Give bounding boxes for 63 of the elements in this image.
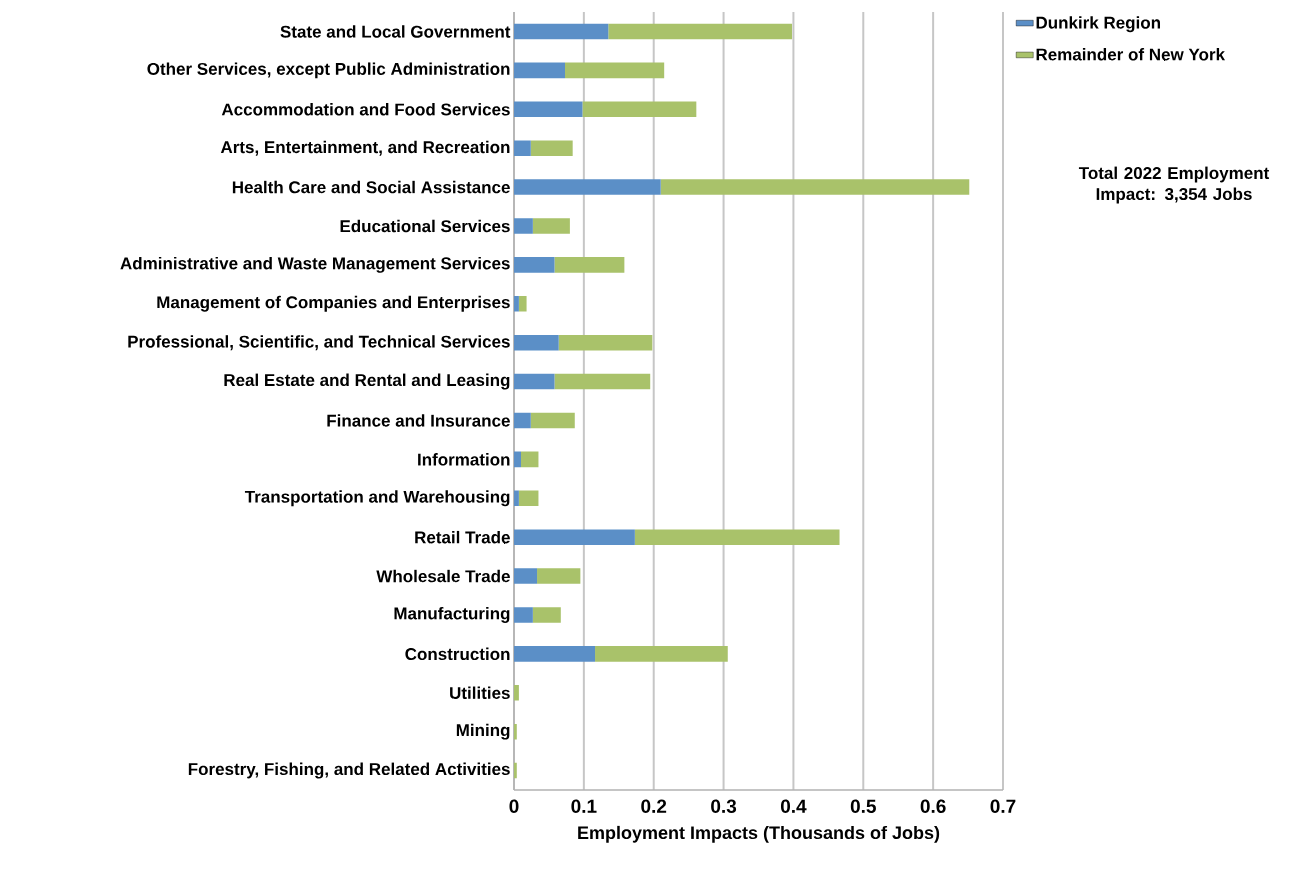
bar: [554, 257, 625, 273]
x-tick-label: 0.6: [920, 799, 946, 813]
bar: [514, 646, 596, 662]
y-tick-label: Construction: [405, 647, 510, 661]
y-tick-label: Accommodation and Food Services: [221, 103, 510, 116]
y-tick-label: Management of Companies and Enterprises: [157, 295, 510, 312]
x-tick-label: 0.3: [711, 799, 737, 814]
y-tick-label: Educational Services: [340, 219, 510, 233]
bar: [582, 101, 697, 118]
y-tick-label: Arts, Entertainment, and Recreation: [220, 140, 510, 156]
y-tick-label: Manufacturing: [394, 607, 510, 623]
bar: [514, 140, 531, 156]
bar: [514, 62, 565, 79]
y-tick-label: Wholesale Trade: [376, 569, 510, 583]
y-tick-label: Retail Trade: [415, 530, 510, 544]
bar: [514, 412, 531, 429]
bar: [514, 529, 635, 545]
x-axis-title: Employment Impacts (Thousands of Jobs): [578, 825, 940, 843]
bar: [514, 568, 538, 584]
bar: [634, 529, 840, 545]
bar: [595, 646, 728, 662]
bar: [514, 607, 533, 623]
bar: [608, 23, 793, 40]
legend-label: Dunkirk Region: [1036, 16, 1160, 33]
bar: [558, 334, 653, 351]
x-tick-label: 0.2: [641, 799, 667, 813]
bar: [530, 140, 573, 156]
bar: [518, 295, 527, 312]
bar: [514, 373, 555, 390]
x-tick-label: 0.1: [571, 799, 597, 813]
y-tick-label: Forestry, Fishing, and Related Activities: [188, 762, 510, 779]
y-tick-label: Transportation and Warehousing: [244, 490, 510, 507]
bar: [660, 179, 970, 195]
bar: [532, 218, 570, 234]
bar: [514, 23, 609, 40]
y-tick-label: Professional, Scientific, and Technical Services: [128, 335, 510, 351]
bar: [565, 62, 665, 79]
y-tick-label: Administrative and Waste Management Services: [120, 256, 510, 273]
bar: [514, 334, 559, 351]
y-tick-label: Other Services, except Public Administration: [147, 62, 510, 79]
bar: [537, 568, 581, 584]
bar: [514, 218, 533, 234]
x-tick-label: 0: [509, 799, 519, 813]
y-tick-label: Health Care and Social Assistance: [232, 180, 510, 194]
bar: [554, 373, 651, 390]
y-tick-label: State and Local Government: [280, 25, 511, 38]
bar: [530, 412, 575, 429]
y-tick-label: Mining: [456, 723, 510, 740]
bar: [514, 101, 583, 118]
bar: [514, 179, 661, 195]
bar: [518, 490, 539, 507]
x-tick-label: 0.4: [780, 799, 807, 813]
bar: [514, 257, 555, 273]
bar: [520, 451, 539, 468]
y-tick-label: Real Estate and Rental and Leasing: [224, 373, 510, 390]
y-tick-label: Finance and Insurance: [327, 414, 510, 427]
bar: [532, 607, 561, 623]
y-tick-label: Information: [418, 453, 510, 466]
y-tick-label: Utilities: [450, 686, 510, 700]
x-tick-label: 0.7: [990, 799, 1016, 813]
text: Total 2022 Employment Impact: 3,354 Jobs: [1078, 166, 1270, 204]
x-tick-label: 0.5: [850, 799, 876, 813]
legend-label: Remainder of New York: [1036, 48, 1226, 61]
